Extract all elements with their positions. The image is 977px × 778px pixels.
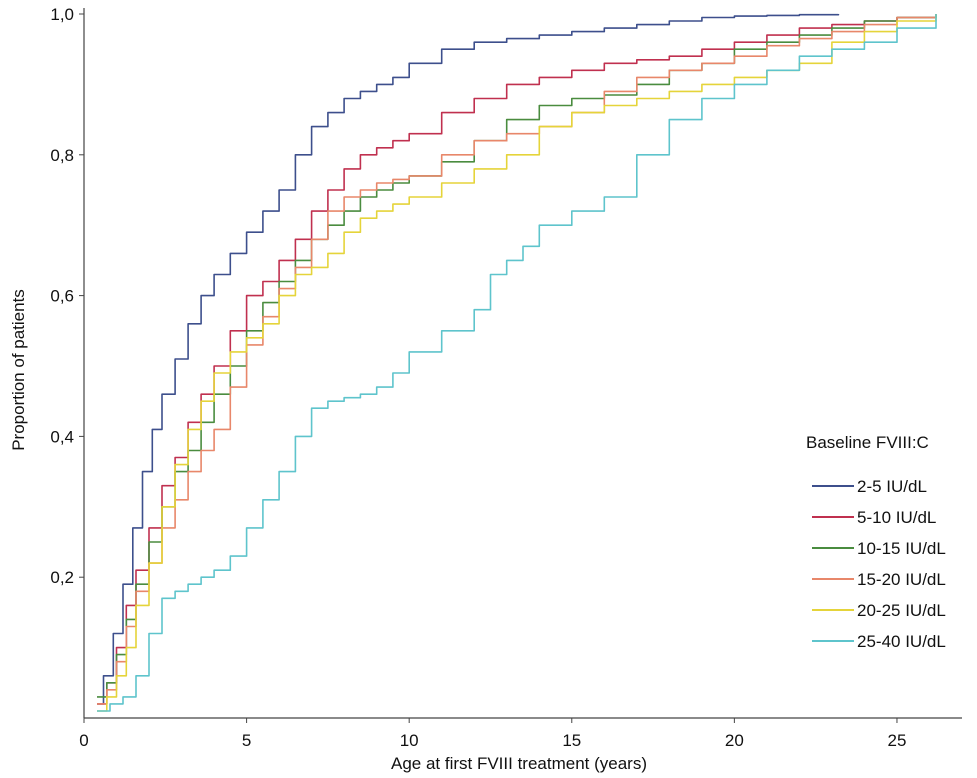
- series-line-5: [97, 14, 937, 712]
- x-tick-label: 5: [242, 731, 251, 750]
- x-tick-label: 0: [79, 731, 88, 750]
- y-axis-label: Proportion of patients: [9, 289, 28, 451]
- y-tick-label: 0,2: [50, 568, 74, 587]
- x-axis-label: Age at first FVIII treatment (years): [391, 754, 647, 773]
- series-layer: [97, 13, 937, 712]
- x-tick-label: 20: [725, 731, 744, 750]
- series-line-4: [97, 14, 937, 705]
- legend: Baseline FVIII:C 2-5 IU/dL 5-10 IU/dL 10-15…: [806, 433, 946, 651]
- series-line-3: [97, 14, 937, 698]
- y-tick-label: 0,4: [50, 427, 74, 446]
- series-line-6: [97, 14, 937, 712]
- axes: 0 5 10 15 20 25 0,2 0,4 0,6 0,8 1,0: [50, 5, 962, 750]
- x-tick-label: 10: [400, 731, 419, 750]
- legend-label: 5-10 IU/dL: [857, 508, 936, 527]
- y-tick-label: 0,6: [50, 287, 74, 306]
- x-tick-label: 25: [888, 731, 907, 750]
- series-line-1: [97, 13, 840, 705]
- legend-title: Baseline FVIII:C: [806, 433, 929, 452]
- series-line-2: [97, 14, 937, 705]
- legend-label: 2-5 IU/dL: [857, 477, 927, 496]
- legend-label: 25-40 IU/dL: [857, 632, 946, 651]
- legend-label: 20-25 IU/dL: [857, 601, 946, 620]
- x-tick-label: 15: [562, 731, 581, 750]
- legend-label: 15-20 IU/dL: [857, 570, 946, 589]
- y-tick-label: 1,0: [50, 5, 74, 24]
- legend-label: 10-15 IU/dL: [857, 539, 946, 558]
- y-tick-label: 0,8: [50, 146, 74, 165]
